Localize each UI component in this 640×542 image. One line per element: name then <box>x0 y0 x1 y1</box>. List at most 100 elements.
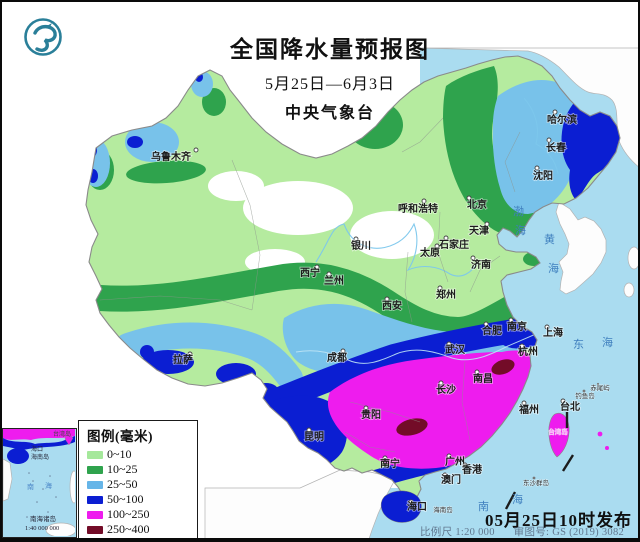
cma-dragon-logo <box>23 17 63 57</box>
inset-taiwan <box>64 432 74 446</box>
city-label: 兰州 <box>324 274 344 287</box>
city-dot <box>483 321 489 327</box>
city-label: 西宁 <box>300 266 320 279</box>
city-dot <box>484 221 490 227</box>
city-label: 北京 <box>467 198 487 211</box>
legend-label: 100~250 <box>107 507 150 521</box>
islands <box>380 382 609 523</box>
city-label: 成都 <box>327 351 347 364</box>
city-dot <box>193 147 199 153</box>
map-approval-number: 审图号: GS (2019) 3082号 <box>513 527 625 538</box>
legend-item: 10~25 <box>87 462 191 477</box>
sea-label: 海 <box>548 261 560 275</box>
city-dot <box>384 296 390 302</box>
hainan-island <box>380 490 422 523</box>
city-label: 郑州 <box>436 288 456 301</box>
city-label: 贵阳 <box>361 408 381 421</box>
legend-swatch <box>87 525 103 534</box>
legend-label: 50~100 <box>107 492 144 506</box>
city-label: 拉萨 <box>173 353 193 366</box>
logo-dragon-head <box>45 23 52 29</box>
inset-scale: 1:40 000 000 <box>25 525 60 532</box>
city-dot <box>353 236 359 242</box>
city-dot <box>560 398 566 404</box>
korea-peninsula <box>555 201 607 295</box>
legend-item: 100~250 <box>87 507 191 522</box>
dongsha-island-dot <box>532 476 536 480</box>
city-label: 银川 <box>351 239 371 252</box>
city-label: 天津 <box>469 224 489 237</box>
city-dot <box>438 380 444 386</box>
legend-item: 0~10 <box>87 447 191 462</box>
city-dot <box>382 455 388 461</box>
city-dot <box>442 472 448 478</box>
inset-sea-label: 南 <box>27 483 34 491</box>
legend-swatch <box>87 510 103 519</box>
city-dot <box>521 400 527 406</box>
city-label: 广州 <box>445 455 465 468</box>
legend-items: 0~10 10~25 25~50 50~100 100~250 250~400 <box>87 447 191 537</box>
city-dot <box>408 499 414 505</box>
legend-label: 10~25 <box>107 462 138 476</box>
chiwei-island-dot <box>596 382 600 386</box>
city-dot <box>187 351 193 357</box>
city-dot <box>462 462 468 468</box>
sea-label: 黄 <box>544 232 556 246</box>
city-label: 澳门 <box>441 473 461 486</box>
city-dot <box>446 453 452 459</box>
city-dot <box>443 235 449 241</box>
neighbor-land <box>204 47 640 542</box>
release-time: 05月25日10时发布 <box>485 511 632 530</box>
inset-vietnam <box>3 458 13 502</box>
city-dot <box>508 317 514 323</box>
city-dot <box>437 285 443 291</box>
sea-label: 渤 <box>513 205 525 218</box>
sea-label: 海 <box>515 223 527 237</box>
city-label: 杭州 <box>518 345 538 358</box>
city-label: 南宁 <box>380 457 400 470</box>
nine-dash-line <box>504 412 575 510</box>
city-dot <box>544 324 550 330</box>
city-label: 长沙 <box>436 383 456 396</box>
legend-title: 图例(毫米) <box>87 429 153 444</box>
title-block: 全国降水量预报图 5月25日—6月3日 中央气象台 <box>195 30 465 123</box>
city-label: 济南 <box>471 258 491 271</box>
city-dot <box>534 165 540 171</box>
city-label: 西安 <box>382 299 402 312</box>
city-dot <box>314 264 320 270</box>
city-dot <box>546 137 552 143</box>
japan-island <box>627 246 640 270</box>
island-label: 台湾岛 <box>548 427 568 436</box>
city-dot <box>363 405 369 411</box>
sea-label: 东 <box>573 338 585 351</box>
city-dot <box>466 195 472 201</box>
city-label: 武汉 <box>445 343 466 356</box>
island-label: 钓鱼岛 <box>575 391 595 400</box>
legend-swatch <box>87 480 103 489</box>
legend-label: 0~10 <box>107 447 132 461</box>
japan-island <box>623 282 635 298</box>
city-dot <box>519 343 525 349</box>
city-dot <box>470 255 476 261</box>
city-label: 南京 <box>507 320 527 333</box>
legend-swatch <box>87 465 103 474</box>
legend-item: 250~400 <box>87 522 191 537</box>
indochina-land <box>204 469 397 542</box>
city-label: 长春 <box>546 141 566 154</box>
city-label: 南昌 <box>473 372 493 385</box>
city-dot <box>421 198 427 204</box>
map-scale: 比例尺 1:20 000 000 <box>420 527 495 542</box>
map-meta: 比例尺 1:20 000 000 审图号: GS (2019) 3082号 <box>420 524 634 542</box>
sea-label: 海 <box>602 335 614 349</box>
inset-coast-darkblue <box>3 436 75 450</box>
map-title: 全国降水量预报图 <box>230 37 430 62</box>
legend-swatch <box>87 450 103 459</box>
city-label: 香港 <box>462 463 483 476</box>
city-dot <box>306 427 312 433</box>
inset-philippines <box>69 470 75 504</box>
ryukyu-island-dot <box>597 431 603 437</box>
map-date-range: 5月25日—6月3日 <box>264 76 395 93</box>
